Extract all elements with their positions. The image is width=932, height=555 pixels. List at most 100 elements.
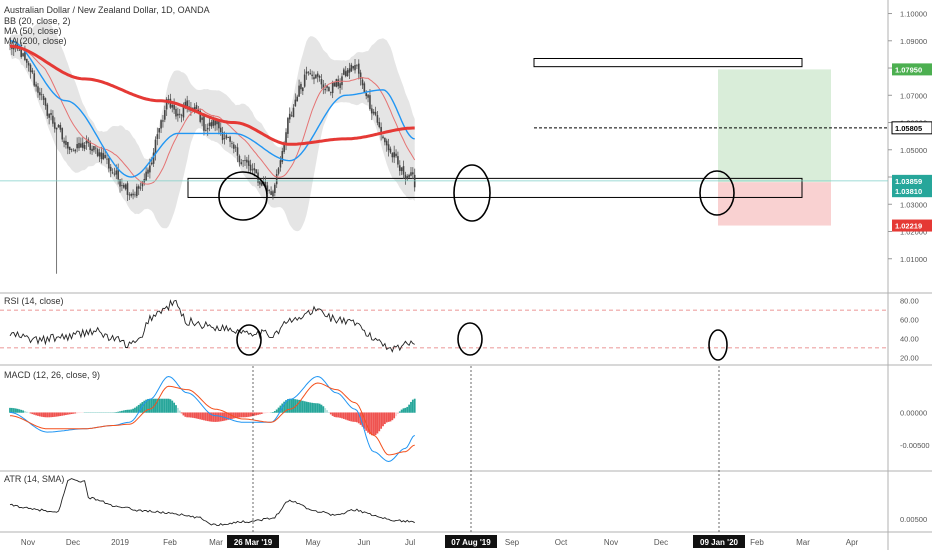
macd-histogram-bar: [56, 412, 58, 416]
macd-pane[interactable]: [9, 377, 416, 462]
candle-body: [129, 195, 131, 196]
macd-histogram-bar: [388, 412, 390, 421]
candle-body: [37, 86, 39, 92]
candle-body: [140, 187, 142, 188]
macd-histogram-bar: [184, 412, 186, 416]
macd-histogram-bar: [117, 412, 119, 413]
rsi-pane[interactable]: [0, 300, 888, 360]
candle[interactable]: [56, 127, 58, 273]
macd-tick-label: 0.00000: [900, 408, 927, 417]
candle-body: [134, 194, 136, 195]
price-label-tag: 1.05805: [892, 122, 932, 134]
macd-histogram-bar: [181, 412, 183, 413]
candle[interactable]: [334, 83, 336, 87]
rsi-tick-label: 20.00: [900, 353, 919, 362]
candle-body: [377, 115, 379, 123]
candle-body: [350, 65, 352, 72]
candle-body: [313, 77, 315, 79]
macd-histogram-bar: [395, 412, 397, 416]
date-label-text: Dec: [66, 538, 80, 547]
candle-body: [390, 149, 392, 153]
candle-body: [114, 174, 116, 175]
macd-histogram-bar: [125, 410, 127, 413]
macd-histogram-bar: [328, 412, 330, 413]
macd-histogram-bar: [24, 411, 26, 413]
macd-histogram-bar: [30, 412, 32, 413]
macd-histogram-bar: [253, 412, 255, 415]
macd-histogram-bar: [349, 412, 351, 420]
candle-body: [336, 79, 338, 87]
candle-body: [125, 184, 127, 189]
bollinger-band: [10, 21, 415, 232]
macd-histogram-bar: [373, 412, 375, 435]
ma200-legend: MA (200, close): [4, 36, 67, 46]
candle-body: [183, 107, 185, 118]
macd-histogram-bar: [300, 400, 302, 412]
candle-body: [95, 148, 97, 149]
candle-body: [358, 64, 360, 74]
candle-body: [242, 160, 244, 161]
candle-body: [54, 122, 56, 128]
macd-histogram-bar: [13, 408, 15, 413]
candle-body: [296, 97, 298, 102]
price-label-tag: 1.03810: [892, 185, 932, 197]
candle-body: [386, 141, 388, 146]
candle-body: [48, 114, 50, 118]
candle-body: [227, 137, 229, 138]
candle-body: [403, 166, 405, 175]
macd-histogram-bar: [397, 412, 399, 413]
candle-body: [255, 169, 257, 173]
take-profit-zone[interactable]: [718, 69, 831, 182]
macd-histogram-bar: [39, 412, 41, 416]
candle-body: [73, 151, 75, 152]
candle[interactable]: [255, 169, 257, 173]
bb-legend: BB (20, close, 2): [4, 16, 71, 26]
candle-body: [388, 144, 390, 150]
price-tick-label: 1.03000: [900, 200, 927, 209]
resistance-zone-box[interactable]: [534, 58, 802, 66]
candle-body: [145, 172, 147, 181]
macd-histogram-bar: [250, 412, 252, 416]
macd-histogram-bar: [315, 403, 317, 413]
date-label-text: Oct: [555, 538, 568, 547]
stop-loss-zone[interactable]: [718, 182, 831, 225]
macd-histogram-bar: [63, 412, 65, 415]
candle-body: [158, 128, 160, 132]
candle-body: [410, 172, 412, 175]
macd-histogram-bar: [266, 412, 268, 413]
macd-histogram-bar: [15, 408, 17, 412]
macd-histogram-bar: [272, 412, 274, 413]
date-label-text: Dec: [654, 538, 668, 547]
candle[interactable]: [336, 79, 338, 88]
candle-body: [291, 115, 293, 116]
candle-body: [130, 194, 132, 196]
chart-title: Australian Dollar / New Zealand Dollar, …: [4, 5, 210, 15]
macd-histogram-bar: [136, 406, 138, 412]
candle-body: [237, 147, 239, 155]
candle-body: [274, 185, 276, 193]
candle-body: [235, 147, 237, 148]
macd-histogram-bar: [382, 412, 384, 426]
candle-body: [74, 150, 76, 152]
candle-body: [175, 109, 177, 117]
x-tick-label: Jun: [358, 538, 371, 547]
rsi-legend: RSI (14, close): [4, 296, 64, 306]
candle-body: [332, 82, 334, 93]
rsi-tick-label: 40.00: [900, 334, 919, 343]
macd-histogram-bar: [43, 412, 45, 417]
macd-histogram-bar: [350, 412, 352, 421]
price-label-tag: 1.03859: [892, 175, 932, 187]
atr-pane[interactable]: [10, 479, 415, 526]
macd-histogram-bar: [78, 412, 80, 413]
macd-histogram-bar: [158, 399, 160, 413]
candle-body: [171, 105, 173, 108]
candle-body: [287, 118, 289, 134]
candle-body: [155, 140, 157, 154]
date-label-text: Mar: [209, 538, 223, 547]
macd-histogram-bar: [401, 410, 403, 413]
macd-histogram-bar: [242, 412, 244, 417]
candle-body: [136, 187, 138, 197]
candle-body: [26, 59, 28, 63]
macd-histogram-bar: [408, 405, 410, 413]
